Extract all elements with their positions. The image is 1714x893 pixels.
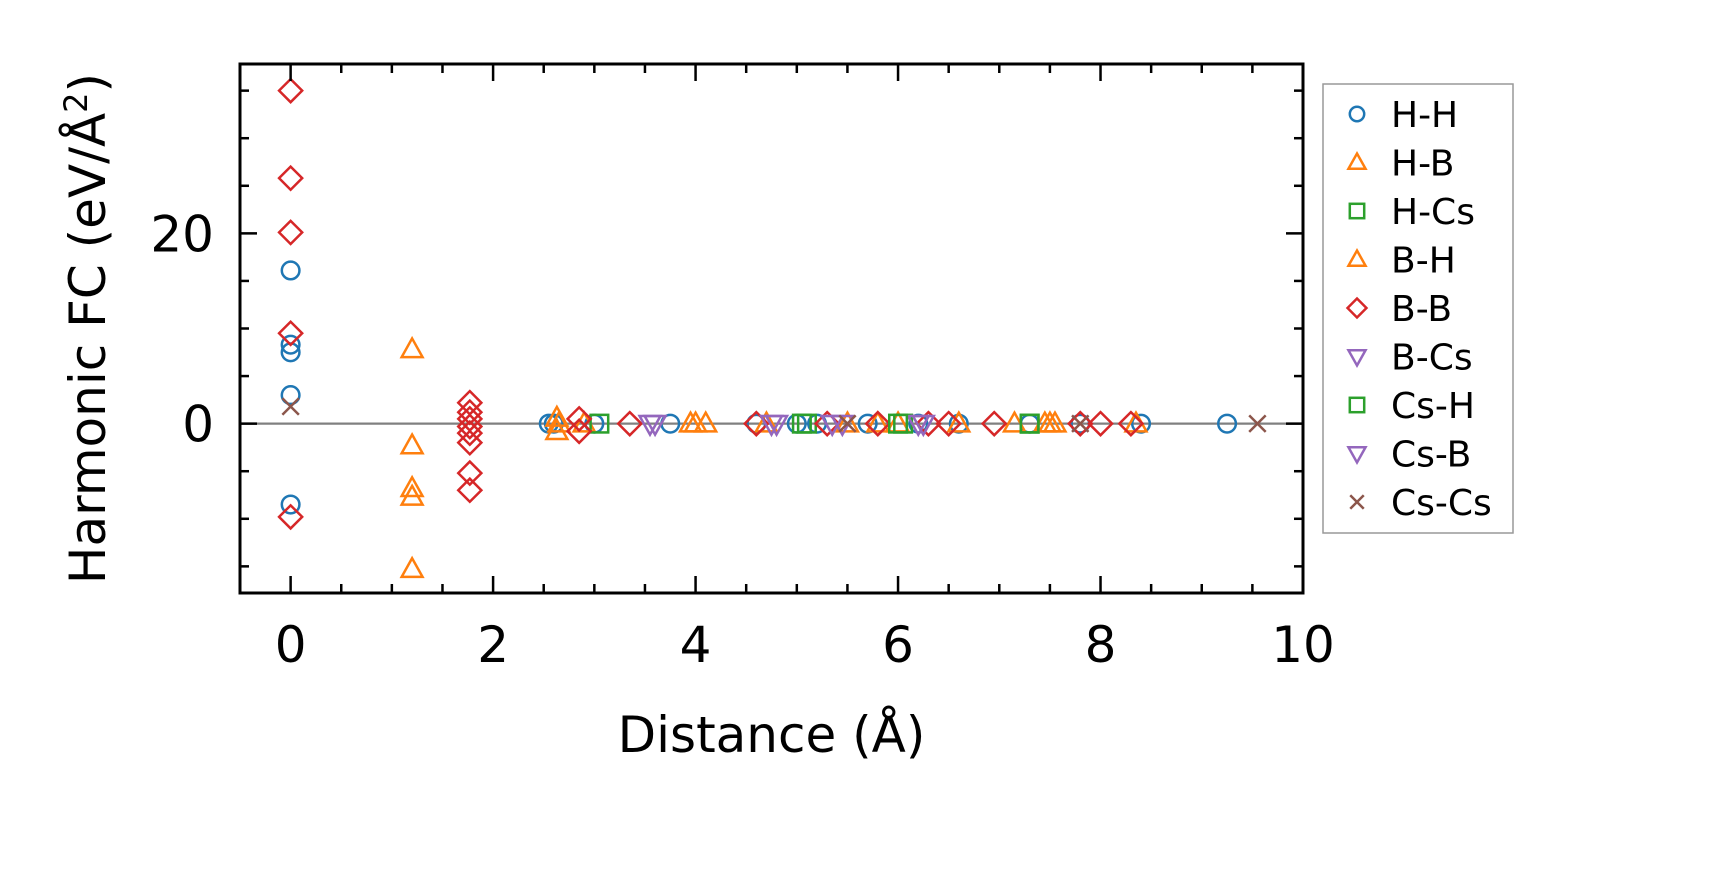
x-tick-label: 0 xyxy=(275,616,307,674)
legend-marker xyxy=(1345,296,1369,320)
data-point xyxy=(616,410,644,437)
y-axis-title: Harmonic FC (eV/Å2) xyxy=(57,73,117,584)
data-point xyxy=(1019,413,1040,434)
series-b-b xyxy=(277,77,1145,531)
data-point xyxy=(791,413,812,434)
legend-marker xyxy=(1346,348,1368,369)
legend: H-H H-B H-Cs B-H B-B B-Cs Cs-H Cs-B Cs-Cs xyxy=(1322,83,1514,534)
data-point xyxy=(456,476,484,504)
data-point xyxy=(399,474,425,498)
data-point xyxy=(456,429,484,456)
data-point xyxy=(281,397,300,416)
data-point xyxy=(946,410,972,433)
data-point xyxy=(1217,413,1238,434)
series-cs-h xyxy=(791,413,1040,434)
legend-label: Cs-Cs xyxy=(1391,483,1492,524)
data-point xyxy=(280,260,301,281)
legend-label: Cs-B xyxy=(1391,435,1471,476)
data-point xyxy=(1071,414,1090,433)
data-point xyxy=(1066,410,1094,437)
series-b-h xyxy=(546,410,1063,433)
data-point xyxy=(838,414,857,433)
data-point xyxy=(864,410,892,437)
x-tick-label: 8 xyxy=(1085,616,1117,674)
data-point xyxy=(865,410,891,433)
y-tick-label: 0 xyxy=(182,396,214,454)
data-point xyxy=(280,494,301,515)
data-point xyxy=(399,335,425,359)
legend-marker xyxy=(1348,105,1366,123)
data-point xyxy=(277,77,304,104)
series-cs-b xyxy=(637,414,936,438)
legend-marker xyxy=(1346,247,1368,268)
data-point xyxy=(1248,414,1267,433)
data-point xyxy=(277,503,304,531)
x-axis-title: Distance (Å) xyxy=(618,706,926,764)
data-point xyxy=(280,385,301,406)
data-point xyxy=(280,334,301,355)
data-point xyxy=(1117,410,1145,437)
plot-frame xyxy=(238,62,1305,595)
data-point xyxy=(456,389,484,417)
data-point xyxy=(546,410,572,433)
data-point xyxy=(910,414,936,438)
series-cs-cs xyxy=(281,397,1267,433)
series-h-h xyxy=(280,260,1238,515)
data-point xyxy=(980,410,1008,437)
data-point xyxy=(399,431,425,455)
data-point xyxy=(456,459,484,487)
y-tick-label: 20 xyxy=(150,205,214,263)
legend-label: Cs-H xyxy=(1391,386,1475,427)
data-point xyxy=(935,410,962,437)
data-point xyxy=(456,398,484,426)
legend-label: B-Cs xyxy=(1391,338,1473,379)
legend-marker xyxy=(1348,202,1366,220)
data-point xyxy=(834,410,861,433)
data-point xyxy=(456,413,484,440)
data-point xyxy=(1087,410,1114,437)
y-axis-title-superscript: 2 xyxy=(57,92,95,112)
data-point xyxy=(456,405,484,433)
legend-label: H-Cs xyxy=(1391,192,1475,233)
data-point xyxy=(277,319,304,347)
data-point xyxy=(399,483,425,506)
legend-marker xyxy=(1348,396,1366,414)
data-point xyxy=(277,219,304,246)
data-point xyxy=(915,410,942,437)
x-tick-label: 2 xyxy=(477,616,509,674)
data-point xyxy=(758,414,785,438)
tick-labels: 0 2 4 6 8 10 0 20 xyxy=(150,205,1334,674)
legend-label: B-B xyxy=(1391,289,1452,330)
legend-marker xyxy=(1346,150,1368,171)
data-marks xyxy=(277,77,1267,579)
data-point xyxy=(682,410,709,433)
y-axis-title-close: ) xyxy=(59,73,117,93)
y-axis-title-main: Harmonic FC (eV/Å xyxy=(59,113,117,584)
x-tick-label: 6 xyxy=(882,616,914,674)
x-tick-label: 4 xyxy=(680,616,712,674)
data-point xyxy=(819,414,845,438)
legend-label: H-H xyxy=(1391,95,1458,136)
data-point xyxy=(589,413,610,434)
data-point xyxy=(887,413,909,434)
legend-marker xyxy=(1346,445,1368,466)
data-point xyxy=(544,417,570,441)
data-point xyxy=(565,417,593,445)
data-point xyxy=(637,414,663,438)
data-point xyxy=(399,555,425,579)
data-point xyxy=(1037,410,1063,433)
data-point xyxy=(753,410,780,433)
legend-label: H-B xyxy=(1391,144,1454,185)
series-h-b xyxy=(399,335,1149,579)
data-point xyxy=(456,419,484,447)
axis-ticks xyxy=(238,64,1305,593)
legend-label: B-H xyxy=(1391,241,1456,282)
data-point xyxy=(565,405,593,433)
x-tick-label: 10 xyxy=(1271,616,1335,674)
data-point xyxy=(277,164,304,192)
legend-marker xyxy=(1349,494,1365,510)
